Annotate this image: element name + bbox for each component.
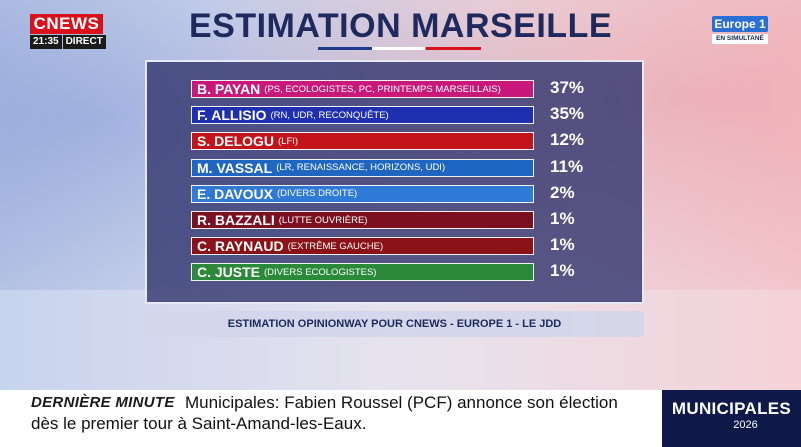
candidate-percentage: 1% — [550, 209, 575, 228]
candidate-name: B. PAYAN — [197, 81, 261, 97]
live-label: DIRECT — [62, 35, 106, 49]
ticker-label: DERNIÈRE MINUTE — [31, 394, 175, 411]
cnews-logo: CNEWS 21:35 DIRECT — [30, 14, 106, 49]
candidate-row: C. RAYNAUD (EXTRÊME GAUCHE) — [191, 237, 534, 256]
candidate-row: S. DELOGU (LFI) — [191, 132, 534, 151]
candidate-name: E. DAVOUX — [197, 185, 273, 202]
candidate-party: (DIVERS ECOLOGISTES) — [264, 266, 377, 278]
page-title: ESTIMATION MARSEILLE — [188, 7, 613, 45]
studio-floor — [0, 290, 801, 390]
candidate-row: B. PAYAN (PS, ECOLOGISTES, PC, PRINTEMPS … — [191, 80, 534, 98]
clock: 21:35 — [30, 35, 62, 49]
simulcast-label: EN SIMULTANÉ — [712, 34, 768, 44]
candidate-party: (LR, RENAISSANCE, HORIZONS, UDI) — [276, 162, 446, 174]
candidate-row: E. DAVOUX (DIVERS DROITE) — [191, 184, 534, 203]
ticker-headline-line1: Municipales: Fabien Roussel (PCF) annonc… — [185, 393, 618, 412]
candidate-row: C. JUSTE (DIVERS ECOLOGISTES) — [191, 263, 534, 282]
candidate-party: (RN, UDR, RECONQUÊTE) — [270, 109, 389, 121]
candidate-name: C. JUSTE — [197, 264, 261, 281]
candidate-name: C. RAYNAUD — [197, 238, 284, 255]
candidate-percentage: 35% — [550, 104, 585, 124]
europe1-logo-text: Europe 1 — [712, 16, 768, 32]
results-panel: B. PAYAN (PS, ECOLOGISTES, PC, PRINTEMPS … — [145, 60, 644, 304]
cnews-logo-text: CNEWS — [30, 14, 103, 34]
candidate-name: R. BAZZALI — [197, 212, 275, 228]
candidate-name: F. ALLISIO — [197, 107, 267, 124]
candidate-percentage: 12% — [550, 130, 585, 150]
candidate-percentage: 1% — [550, 261, 575, 281]
candidate-row: F. ALLISIO (RN, UDR, RECONQUÊTE) — [191, 106, 534, 125]
candidate-party: (LFI) — [278, 135, 299, 147]
badge-year: 2026 — [733, 419, 758, 431]
candidate-percentage: 37% — [550, 78, 585, 97]
source-caption: ESTIMATION OPINIONWAY POUR CNEWS - EUROP… — [145, 311, 644, 337]
badge-title: MUNICIPALES — [671, 399, 792, 418]
europe1-logo: Europe 1 EN SIMULTANÉ — [712, 16, 768, 46]
candidate-percentage: 1% — [550, 235, 575, 255]
candidate-percentage: 11% — [550, 156, 584, 176]
candidate-percentage: 2% — [550, 182, 575, 202]
candidate-name: M. VASSAL — [197, 159, 273, 176]
candidate-party: (DIVERS DROITE) — [276, 188, 358, 200]
candidate-row: M. VASSAL (LR, RENAISSANCE, HORIZONS, UDI… — [191, 158, 534, 177]
municipales-badge: MUNICIPALES 2026 — [662, 390, 801, 447]
tricolor-rule — [318, 47, 481, 50]
candidate-party: (LUTTE OUVRIÈRE) — [278, 214, 368, 226]
ticker-headline-line2: dès le premier tour à Saint-Amand-les-Ea… — [31, 414, 367, 433]
candidate-name: S. DELOGU — [197, 133, 275, 150]
candidate-row: R. BAZZALI (LUTTE OUVRIÈRE) — [191, 211, 534, 229]
candidate-party: (EXTRÊME GAUCHE) — [287, 240, 384, 252]
candidate-party: (PS, ECOLOGISTES, PC, PRINTEMPS MARSEILL… — [264, 83, 501, 95]
